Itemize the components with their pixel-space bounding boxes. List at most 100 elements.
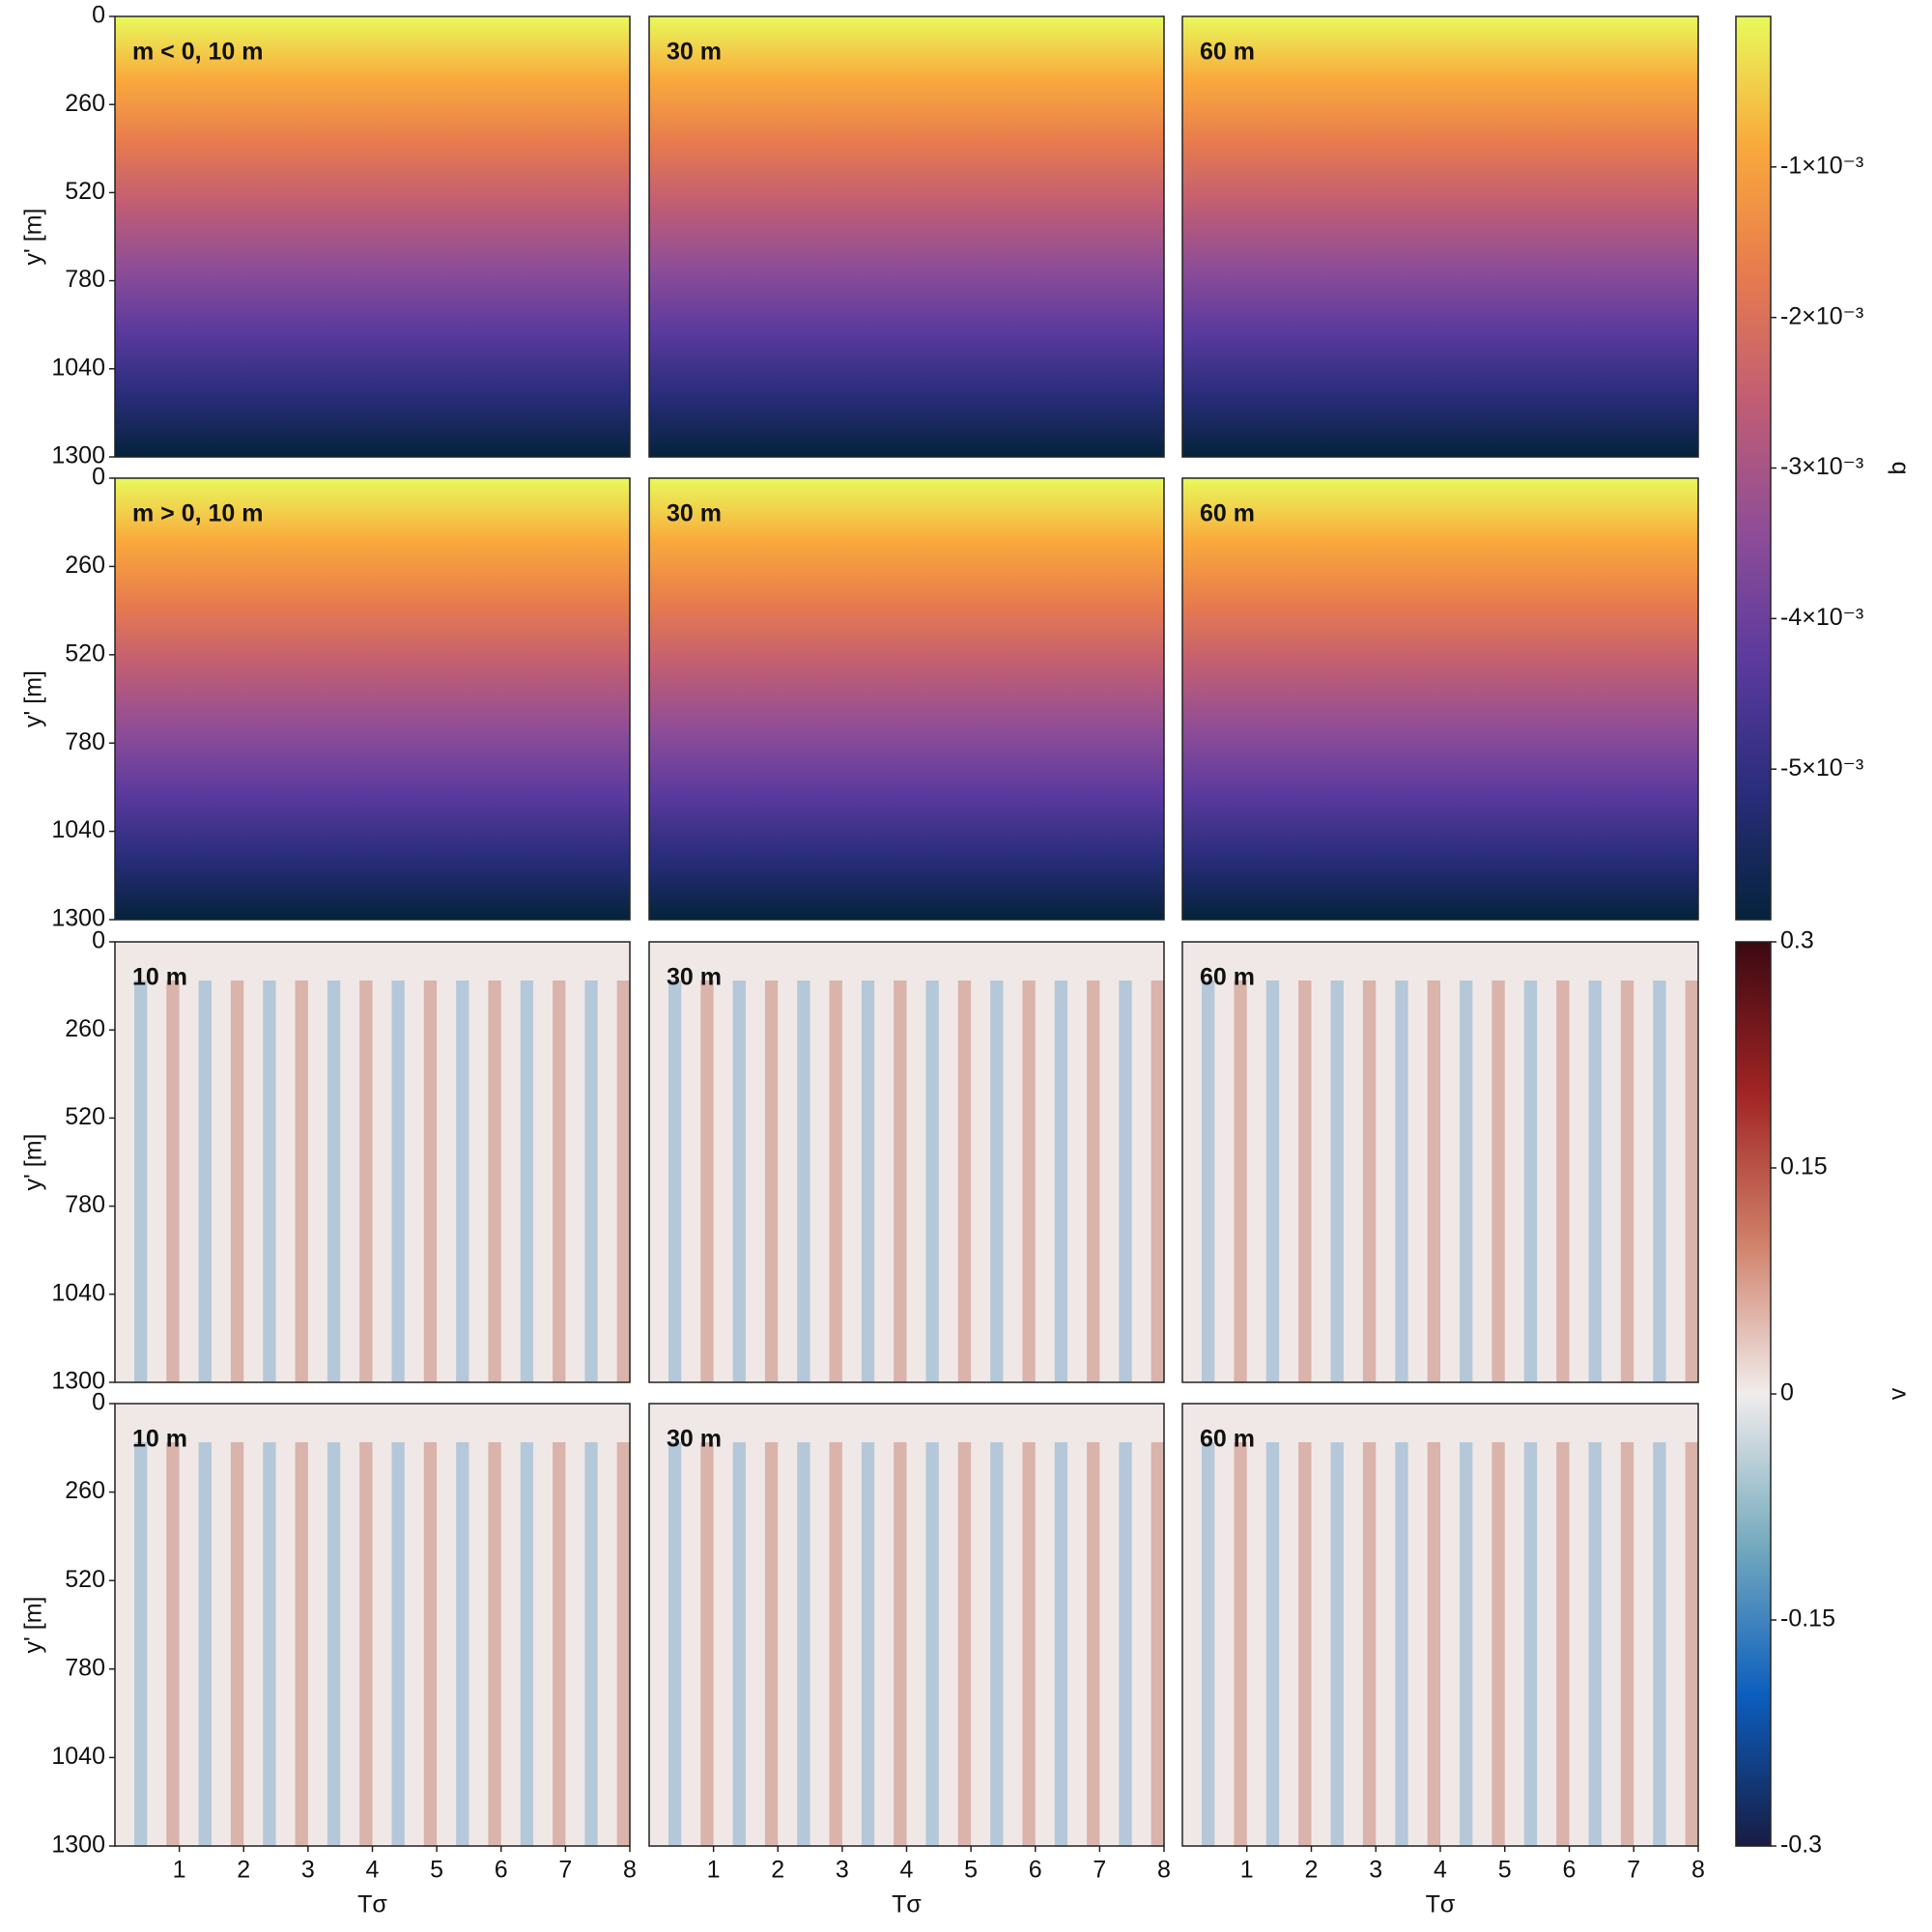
field-stripe	[1556, 1442, 1570, 1846]
y-tick-label: 1040	[51, 1279, 105, 1306]
field-stripe	[616, 980, 630, 1382]
field-stripe	[1685, 980, 1698, 1382]
field-stripe	[488, 980, 501, 1382]
field-stripe	[166, 980, 180, 1382]
field-stripe	[1492, 980, 1505, 1382]
panel-label: 30 m	[667, 964, 722, 991]
y-tick-label: 520	[65, 1103, 105, 1130]
field-stripe	[456, 980, 469, 1382]
y-tick-label: 1300	[51, 442, 105, 469]
field-stripe	[1330, 1442, 1344, 1846]
colorbar-tick-label: -0.3	[1780, 1832, 1822, 1859]
panel-frame	[114, 941, 631, 1383]
field-stripe	[230, 1442, 244, 1846]
x-tick-label: 5	[1498, 1857, 1512, 1884]
field-stripe	[732, 1442, 746, 1846]
x-tick-label: 7	[1093, 1857, 1106, 1884]
colorbar-tick-label: 0.15	[1780, 1153, 1828, 1180]
y-tick-label: 520	[65, 1566, 105, 1593]
field-stripe	[764, 1442, 779, 1846]
panel-label: m < 0, 10 m	[132, 39, 264, 66]
field-stripe	[1427, 1442, 1440, 1846]
panel-frame	[1181, 15, 1699, 458]
field-stripe	[1151, 1442, 1164, 1846]
y-tick-label: 520	[65, 178, 105, 205]
field-stripe	[1022, 1442, 1036, 1846]
panel-label: 60 m	[1200, 964, 1255, 991]
field-stripe	[1427, 980, 1440, 1382]
panel-label: 30 m	[667, 500, 722, 527]
field-stripe	[553, 980, 566, 1382]
x-tick-label: 8	[1691, 1857, 1705, 1884]
field-stripe	[1653, 980, 1666, 1382]
field-stripe	[423, 980, 438, 1382]
field-stripe	[327, 980, 341, 1382]
x-tick-label: 5	[964, 1857, 978, 1884]
field-stripe	[1119, 980, 1132, 1382]
field-stripe	[668, 980, 682, 1382]
colorbar-tick-label: -1×10⁻³	[1780, 152, 1863, 179]
field-stripe	[1588, 980, 1602, 1382]
field-stripe	[198, 980, 212, 1382]
field-stripe	[732, 980, 746, 1382]
x-tick-label: 5	[430, 1857, 443, 1884]
x-tick-label: 8	[623, 1857, 637, 1884]
field-stripe	[1395, 1442, 1408, 1846]
field-stripe	[829, 1442, 842, 1846]
field-stripe	[700, 1442, 714, 1846]
field-stripe	[133, 1442, 148, 1846]
y-tick-label: 780	[65, 266, 105, 293]
y-tick-label: 0	[92, 927, 105, 954]
field-stripe	[520, 1442, 534, 1846]
colorbar-tick-label: -0.15	[1780, 1605, 1835, 1633]
heatmap	[115, 478, 630, 920]
field-stripe	[520, 980, 534, 1382]
colorbar-tick-label: -2×10⁻³	[1780, 302, 1863, 329]
heatmap	[1182, 16, 1698, 457]
field-stripe	[1685, 1442, 1698, 1846]
y-tick-label: 1300	[51, 1832, 105, 1859]
field-stripe	[1362, 980, 1377, 1382]
heatmap	[1182, 1404, 1698, 1846]
field-stripe	[1151, 980, 1164, 1382]
field-stripe	[359, 980, 373, 1382]
y-tick-label: 780	[65, 1191, 105, 1218]
field-stripe	[861, 1442, 875, 1846]
heatmap	[649, 478, 1164, 920]
field-stripe	[488, 1442, 501, 1846]
x-tick-label: 1	[707, 1857, 721, 1884]
field-stripe	[1202, 980, 1215, 1382]
field-stripe	[1054, 980, 1068, 1382]
y-tick-label: 0	[92, 1389, 105, 1416]
x-tick-label: 6	[495, 1857, 508, 1884]
y-axis-label: y' [m]	[20, 1597, 47, 1654]
colorbar-tick-label: 0	[1780, 1379, 1794, 1406]
field-stripe	[700, 980, 714, 1382]
field-stripe	[553, 1442, 566, 1846]
panel-label: 10 m	[132, 1426, 187, 1453]
panel-frame	[114, 477, 631, 921]
colorbar-label: v	[1885, 1387, 1912, 1400]
y-tick-label: 260	[65, 552, 105, 579]
field-stripe	[1234, 1442, 1247, 1846]
field-stripe	[1362, 1442, 1377, 1846]
field-stripe	[133, 980, 148, 1382]
field-stripe	[456, 1442, 469, 1846]
panel-label: 30 m	[667, 1426, 722, 1453]
field-stripe	[1620, 980, 1634, 1382]
field-stripe	[1119, 1442, 1132, 1846]
panel-frame	[648, 477, 1165, 921]
field-stripe	[295, 980, 308, 1382]
field-stripe	[1298, 980, 1312, 1382]
y-tick-label: 520	[65, 639, 105, 667]
field-stripe	[1330, 980, 1344, 1382]
field-stripe	[1556, 980, 1570, 1382]
panel-frame	[114, 15, 631, 458]
field-stripe	[925, 980, 939, 1382]
field-stripe	[295, 1442, 308, 1846]
field-stripe	[1460, 1442, 1473, 1846]
y-tick-label: 260	[65, 1015, 105, 1042]
field-stripe	[616, 1442, 630, 1846]
colorbar	[1735, 15, 1772, 921]
field-stripe	[1460, 980, 1473, 1382]
